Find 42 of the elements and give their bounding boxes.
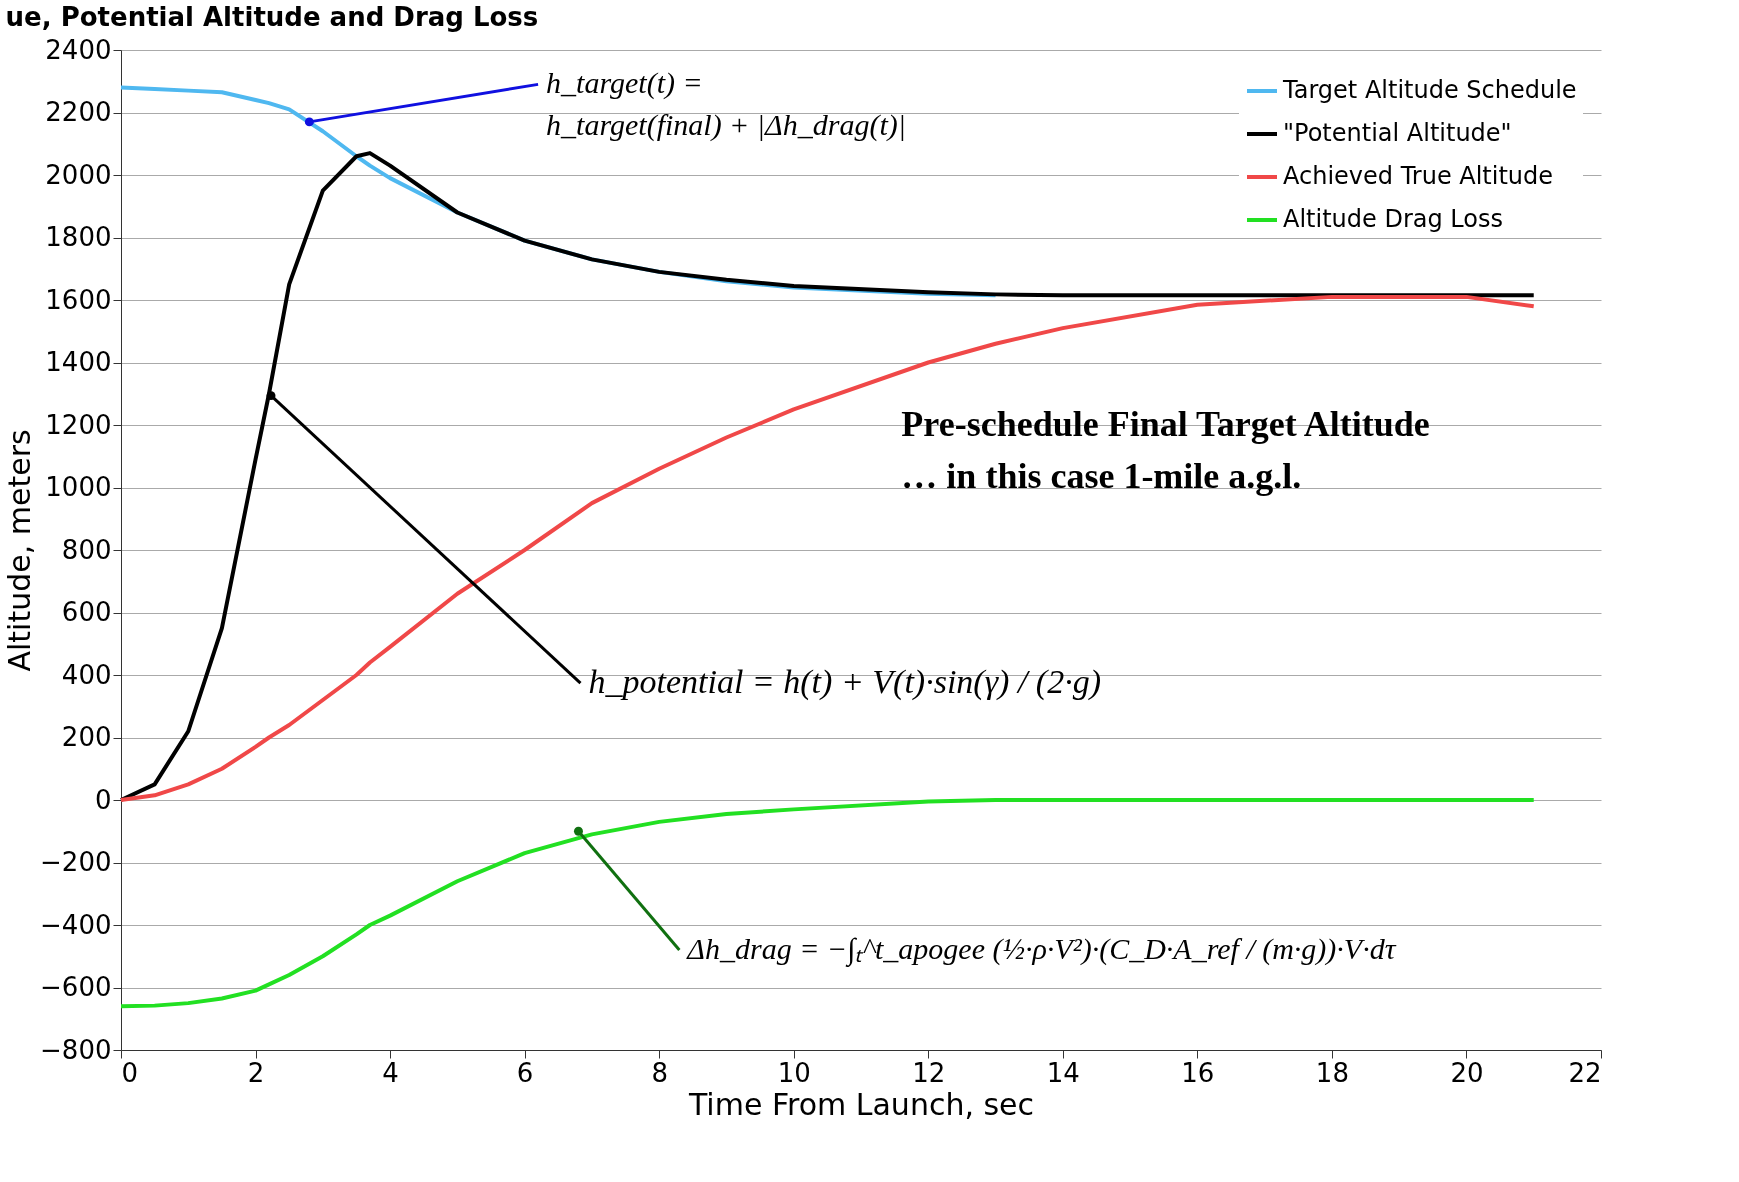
annotation: h_potential = h(t) + V(t)·sin(γ) / (2·g) [588, 663, 1101, 702]
y-tick-label: 2200 [45, 97, 112, 127]
y-tick-label: 1400 [45, 347, 112, 377]
y-tick-label: 0 [94, 784, 112, 815]
legend-label: Achieved True Altitude [1283, 162, 1554, 190]
x-tick-label: 0 [121, 1057, 139, 1088]
y-tick-label: −400 [40, 909, 112, 940]
y-tick-label: 2400 [45, 34, 112, 65]
x-tick-label: 14 [1046, 1057, 1080, 1088]
y-tick-label: 400 [61, 659, 112, 690]
x-tick-label: 20 [1450, 1057, 1484, 1088]
y-tick-label: −200 [40, 847, 112, 877]
y-axis-title: Altitude, meters [2, 429, 38, 672]
x-axis-title: Time From Launch, sec [687, 1086, 1035, 1122]
legend-label: "Potential Altitude" [1283, 119, 1512, 147]
x-tick-label: 22 [1568, 1057, 1602, 1088]
x-tick-label: 2 [247, 1057, 265, 1088]
annotation: Pre-schedule Final Target Altitude … in this case 1-mile a.g.l. [901, 404, 1430, 496]
y-tick-label: 1600 [45, 284, 112, 315]
y-tick-label: 1800 [45, 222, 112, 252]
y-tick-label: 800 [61, 534, 112, 565]
y-tick-label: 2000 [45, 159, 112, 190]
x-tick-label: 12 [912, 1057, 946, 1088]
y-tick-label: 200 [61, 722, 112, 752]
x-tick-label: 8 [651, 1057, 668, 1088]
y-tick-label: −800 [40, 1034, 112, 1065]
legend-label: Altitude Drag Loss [1283, 205, 1503, 233]
x-tick-label: 10 [777, 1057, 811, 1088]
line-series [119, 798, 1536, 1009]
y-tick-label: −600 [40, 972, 112, 1002]
chart-title: ue, Potential Altitude and Drag Loss [5, 2, 539, 32]
y-tick-label: 1000 [45, 472, 112, 502]
x-tick-label: 4 [382, 1057, 399, 1088]
x-tick-label: 16 [1181, 1057, 1215, 1088]
x-tick-label: 18 [1315, 1057, 1349, 1088]
y-tick-label: 600 [61, 597, 112, 627]
annotation: Δh_drag = −∫ₜ^t_apogee (½·ρ·V²)·(C_D·A_ref / (m·g))·V·dτ [686, 932, 1397, 968]
line-series [119, 294, 1536, 802]
annotation: h_target(t) = h_target(final) + |Δh_drag(t)| [546, 66, 906, 143]
y-tick-label: 1200 [45, 409, 112, 440]
legend-label: Target Altitude Schedule [1282, 76, 1577, 104]
x-tick-label: 6 [516, 1057, 534, 1088]
